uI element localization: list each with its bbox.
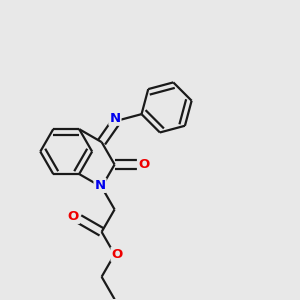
Text: O: O <box>68 210 79 223</box>
Text: O: O <box>112 248 123 261</box>
Text: O: O <box>138 158 149 171</box>
Text: N: N <box>110 112 121 125</box>
Text: N: N <box>94 179 106 192</box>
